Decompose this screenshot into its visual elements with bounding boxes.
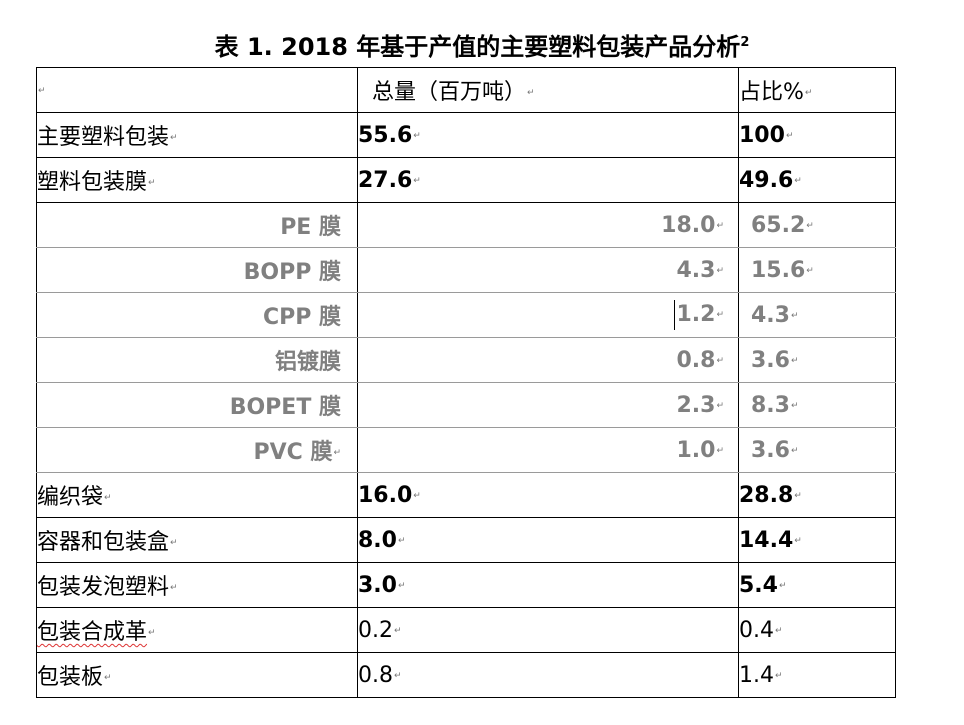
table-row: 包装板↵ 0.8↵ 1.4↵	[36, 652, 896, 698]
table-row: 包装合成革↵ 0.2↵ 0.4↵	[36, 607, 896, 653]
amount-cell[interactable]: 2.3↵	[357, 382, 739, 428]
table-row: 编织袋↵ 16.0↵ 28.8↵	[36, 472, 896, 518]
share-cell[interactable]: 1.4↵	[738, 652, 896, 698]
subcategory-cell[interactable]: PVC 膜↵	[36, 427, 358, 473]
share-cell[interactable]: 8.3↵	[738, 382, 896, 428]
category-cell[interactable]: 包装发泡塑料↵	[36, 562, 358, 608]
subcategory-cell[interactable]: CPP 膜	[36, 292, 358, 338]
table-row-subitem: 铝镀膜 0.8↵ 3.6↵	[36, 337, 896, 383]
category-cell[interactable]: 编织袋↵	[36, 472, 358, 518]
amount-cell[interactable]: 0.8↵	[357, 652, 739, 698]
share-cell[interactable]: 14.4↵	[738, 517, 896, 563]
header-cell-share[interactable]: 占比%↵	[738, 67, 896, 113]
category-cell[interactable]: 包装合成革↵	[36, 607, 358, 653]
amount-cell[interactable]: 3.0↵	[357, 562, 739, 608]
subcategory-cell[interactable]: PE 膜	[36, 202, 358, 248]
category-cell[interactable]: 塑料包装膜↵	[36, 157, 358, 203]
table-row: 容器和包装盒↵ 8.0↵ 14.4↵	[36, 517, 896, 563]
amount-cell[interactable]: 27.6↵	[357, 157, 739, 203]
table-row-subitem: PE 膜 18.0↵ 65.2↵	[36, 202, 896, 248]
share-cell[interactable]: 4.3↵	[738, 292, 896, 338]
amount-cell[interactable]: 4.3↵	[357, 247, 739, 293]
share-cell[interactable]: 5.4↵	[738, 562, 896, 608]
category-cell[interactable]: 主要塑料包装↵	[36, 112, 358, 158]
packaging-table: ↵ 总量（百万吨）↵ 占比%↵ 主要塑料包装↵ 55.6↵ 100↵ 塑料包装膜…	[36, 67, 896, 698]
header-cell-amount[interactable]: 总量（百万吨）↵	[357, 67, 739, 113]
header-cell-empty[interactable]: ↵	[36, 67, 358, 113]
amount-cell[interactable]: 0.8↵	[357, 337, 739, 383]
amount-cell[interactable]: 55.6↵	[357, 112, 739, 158]
amount-cell[interactable]: 1.2↵	[357, 292, 739, 338]
category-cell[interactable]: 容器和包装盒↵	[36, 517, 358, 563]
share-cell[interactable]: 3.6↵	[738, 427, 896, 473]
share-cell[interactable]: 100↵	[738, 112, 896, 158]
table-row: 主要塑料包装↵ 55.6↵ 100↵	[36, 112, 896, 158]
table-row-subitem: CPP 膜 1.2↵ 4.3↵	[36, 292, 896, 338]
table-row: 塑料包装膜↵ 27.6↵ 49.6↵	[36, 157, 896, 203]
text-cursor	[673, 300, 676, 330]
table-row-subitem: BOPP 膜 4.3↵ 15.6↵	[36, 247, 896, 293]
amount-cell[interactable]: 0.2↵	[357, 607, 739, 653]
table-row-subitem: BOPET 膜 2.3↵ 8.3↵	[36, 382, 896, 428]
share-cell[interactable]: 65.2↵	[738, 202, 896, 248]
share-cell[interactable]: 28.8↵	[738, 472, 896, 518]
caption-text: 表 1. 2018 年基于产值的主要塑料包装产品分析	[214, 33, 741, 61]
amount-cell[interactable]: 16.0↵	[357, 472, 739, 518]
table-header-row: ↵ 总量（百万吨）↵ 占比%↵	[36, 67, 896, 113]
share-cell[interactable]: 15.6↵	[738, 247, 896, 293]
category-cell[interactable]: 包装板↵	[36, 652, 358, 698]
spellcheck-flagged-text: 包装合成革	[37, 620, 148, 645]
amount-cell[interactable]: 18.0↵	[357, 202, 739, 248]
share-cell[interactable]: 49.6↵	[738, 157, 896, 203]
amount-cell[interactable]: 1.0↵	[357, 427, 739, 473]
footnote-marker: 2	[740, 35, 750, 50]
share-cell[interactable]: 0.4↵	[738, 607, 896, 653]
table-row: 包装发泡塑料↵ 3.0↵ 5.4↵	[36, 562, 896, 608]
subcategory-cell[interactable]: BOPET 膜	[36, 382, 358, 428]
subcategory-cell[interactable]: BOPP 膜	[36, 247, 358, 293]
table-caption: 表 1. 2018 年基于产值的主要塑料包装产品分析2	[0, 26, 964, 64]
share-cell[interactable]: 3.6↵	[738, 337, 896, 383]
subcategory-cell[interactable]: 铝镀膜	[36, 337, 358, 383]
table-row-subitem: PVC 膜↵ 1.0↵ 3.6↵	[36, 427, 896, 473]
amount-cell[interactable]: 8.0↵	[357, 517, 739, 563]
